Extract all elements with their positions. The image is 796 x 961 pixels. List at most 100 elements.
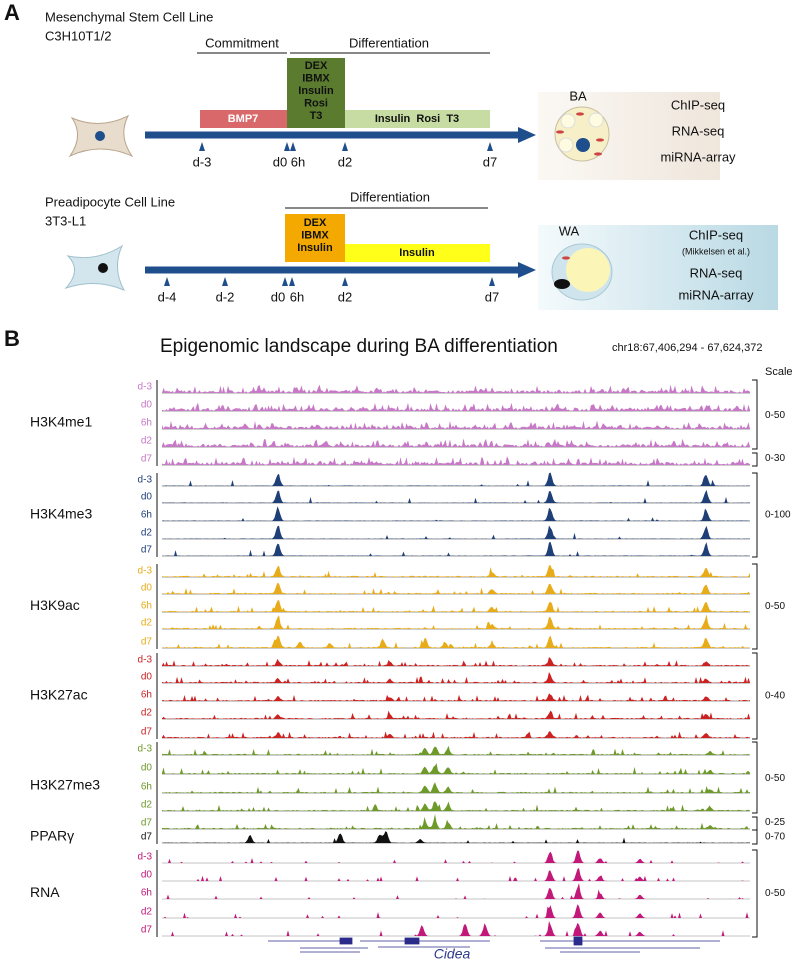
treatment: BMP7 bbox=[228, 113, 259, 125]
droplet bbox=[560, 113, 576, 129]
scale-bracket bbox=[752, 652, 758, 740]
scale: 0-50 bbox=[765, 601, 785, 612]
scale-bracket bbox=[752, 816, 758, 831]
signal-track bbox=[162, 657, 750, 666]
timepoint: d-2 bbox=[216, 289, 235, 304]
assay: ChIP-seq bbox=[671, 97, 725, 112]
nucleus bbox=[576, 138, 590, 152]
treatment: T3 bbox=[310, 110, 323, 122]
signal-track bbox=[162, 710, 750, 719]
track-label: d7 bbox=[141, 925, 153, 936]
timepoint: d0 bbox=[271, 289, 285, 304]
timepoint-marker bbox=[284, 142, 290, 151]
signal-track bbox=[162, 745, 750, 755]
droplet bbox=[588, 112, 604, 128]
track-label: 6h bbox=[141, 782, 152, 793]
track-label: d2 bbox=[141, 800, 153, 811]
cell-line: C3H10T1/2 bbox=[45, 28, 111, 43]
scale: 0-70 bbox=[765, 832, 785, 843]
scale: 0-50 bbox=[765, 888, 785, 899]
treatment: Insulin bbox=[297, 242, 333, 254]
assay: RNA-seq bbox=[690, 265, 743, 280]
treatment-box bbox=[200, 110, 287, 128]
track-group: H3K9ac bbox=[30, 597, 80, 613]
track-label: d7 bbox=[141, 545, 153, 556]
track-group: H3K27me3 bbox=[30, 777, 100, 793]
signal-track bbox=[162, 671, 750, 683]
track-label: d-3 bbox=[138, 382, 153, 393]
signal-track bbox=[162, 763, 750, 774]
droplet bbox=[558, 137, 574, 153]
signal-track bbox=[162, 600, 750, 612]
track-label: 6h bbox=[141, 690, 152, 701]
panel-label: A bbox=[4, 0, 20, 25]
track-label: d-3 bbox=[138, 566, 153, 577]
treatment: Insulin bbox=[298, 85, 334, 97]
panel-label: B bbox=[4, 326, 20, 351]
scale-bracket bbox=[752, 849, 758, 938]
scale: 0-100 bbox=[765, 510, 791, 521]
signal-track bbox=[162, 420, 750, 429]
track-group: H3K4me1 bbox=[30, 414, 92, 430]
signal-track bbox=[162, 456, 750, 465]
track-label: d0 bbox=[141, 492, 153, 503]
signal-track bbox=[162, 801, 750, 811]
arrow-head bbox=[518, 127, 536, 143]
timepoint: d-3 bbox=[193, 154, 212, 169]
track-label: d0 bbox=[141, 870, 153, 881]
scale: 0-50 bbox=[765, 410, 785, 421]
panel-title: Epigenomic landscape during BA different… bbox=[160, 336, 558, 357]
treatment: DEX bbox=[304, 217, 327, 229]
timepoint-marker bbox=[282, 277, 288, 286]
treatment: Rosi bbox=[304, 97, 328, 109]
signal-track bbox=[162, 831, 750, 843]
track-label: 6h bbox=[141, 888, 152, 899]
signal-track bbox=[162, 850, 750, 863]
treatment: IBMX bbox=[302, 72, 330, 84]
signal-track bbox=[162, 489, 750, 503]
track-label: d0 bbox=[141, 763, 153, 774]
track-label: 6h bbox=[141, 418, 152, 429]
timepoint-marker bbox=[342, 142, 348, 151]
signal-track bbox=[162, 525, 750, 539]
track-label: d-3 bbox=[138, 744, 153, 755]
cell-line: 3T3-L1 bbox=[45, 213, 86, 228]
assay: miRNA-array bbox=[660, 149, 736, 164]
scale: 0-40 bbox=[765, 691, 785, 702]
cell-line: Mesenchymal Stem Cell Line bbox=[45, 9, 213, 24]
signal-track bbox=[162, 472, 750, 486]
arrow-head bbox=[518, 262, 536, 278]
track-label: 6h bbox=[141, 510, 152, 521]
treatment: Insulin bbox=[399, 247, 435, 259]
mitochondria bbox=[556, 112, 604, 156]
signal-track bbox=[162, 384, 750, 393]
signal-track bbox=[162, 614, 750, 629]
signal-track bbox=[162, 883, 750, 899]
track-group: RNA bbox=[30, 884, 60, 900]
nucleus bbox=[98, 263, 108, 273]
phase: Differentiation bbox=[350, 189, 430, 204]
signal-track bbox=[162, 541, 750, 556]
timepoint: d7 bbox=[485, 289, 499, 304]
timepoint-marker bbox=[222, 277, 228, 286]
track-label: d7 bbox=[141, 637, 153, 648]
track-group: H3K27ac bbox=[30, 687, 88, 703]
treatment: IBMX bbox=[301, 229, 329, 241]
signal-track bbox=[162, 904, 750, 918]
track-label: d0 bbox=[141, 672, 153, 683]
gene-model bbox=[268, 936, 720, 953]
scale: 0-50 bbox=[765, 773, 785, 784]
timepoint-marker bbox=[290, 142, 296, 151]
droplet bbox=[566, 248, 610, 292]
signal-track bbox=[162, 635, 750, 648]
scale-header: Scale bbox=[765, 366, 793, 378]
timepoint: 6h bbox=[291, 154, 305, 169]
scale-bracket bbox=[752, 563, 758, 650]
scale: 0-30 bbox=[765, 453, 785, 464]
timepoint: d2 bbox=[338, 289, 352, 304]
scale-bracket bbox=[752, 379, 758, 450]
nucleus bbox=[554, 279, 570, 289]
timepoint-marker bbox=[289, 277, 295, 286]
locus: chr18:67,406,294 - 67,624,372 bbox=[612, 342, 762, 354]
